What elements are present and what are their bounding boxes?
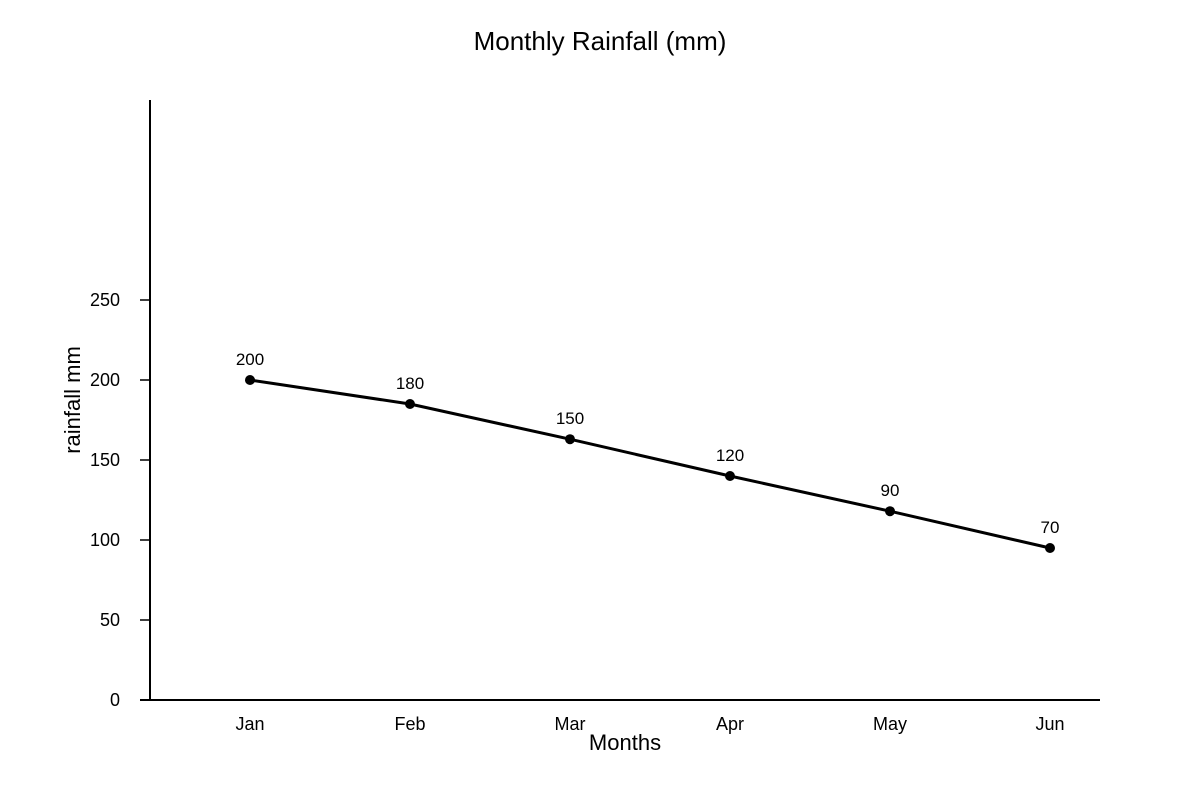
x-tick-label: Jun [1035,714,1064,734]
x-tick-label: Mar [555,714,586,734]
data-point [725,471,735,481]
data-label: 180 [396,374,424,393]
data-label: 70 [1041,518,1060,537]
data-labels: 200 180 150 120 90 70 [236,350,1060,537]
x-tick-label: Apr [716,714,744,734]
y-tick-label: 200 [90,370,120,390]
y-tick-label: 100 [90,530,120,550]
data-label: 200 [236,350,264,369]
chart-title: Monthly Rainfall (mm) [474,26,727,56]
data-point [1045,543,1055,553]
data-point [405,399,415,409]
axes [140,100,1100,701]
data-label: 120 [716,446,744,465]
y-tick-label: 50 [100,610,120,630]
y-axis-label: rainfall mm [60,346,85,454]
data-label: 90 [881,481,900,500]
series-line-group [248,378,1052,550]
data-point [885,506,895,517]
y-ticks: 0 50 100 150 200 250 [90,290,150,710]
x-tick-label: Jan [235,714,264,734]
y-tick-label: 250 [90,290,120,310]
data-points [245,375,1055,553]
data-point [565,434,575,445]
x-tick-label: May [873,714,907,734]
data-label: 150 [556,409,584,428]
series-line [248,378,1052,550]
y-tick-label: 0 [110,690,120,710]
data-point [245,375,255,385]
x-ticks: Jan Feb Mar Apr May Jun [235,714,1064,734]
x-axis-label: Months [589,730,661,755]
x-tick-label: Feb [394,714,425,734]
y-tick-label: 150 [90,450,120,470]
